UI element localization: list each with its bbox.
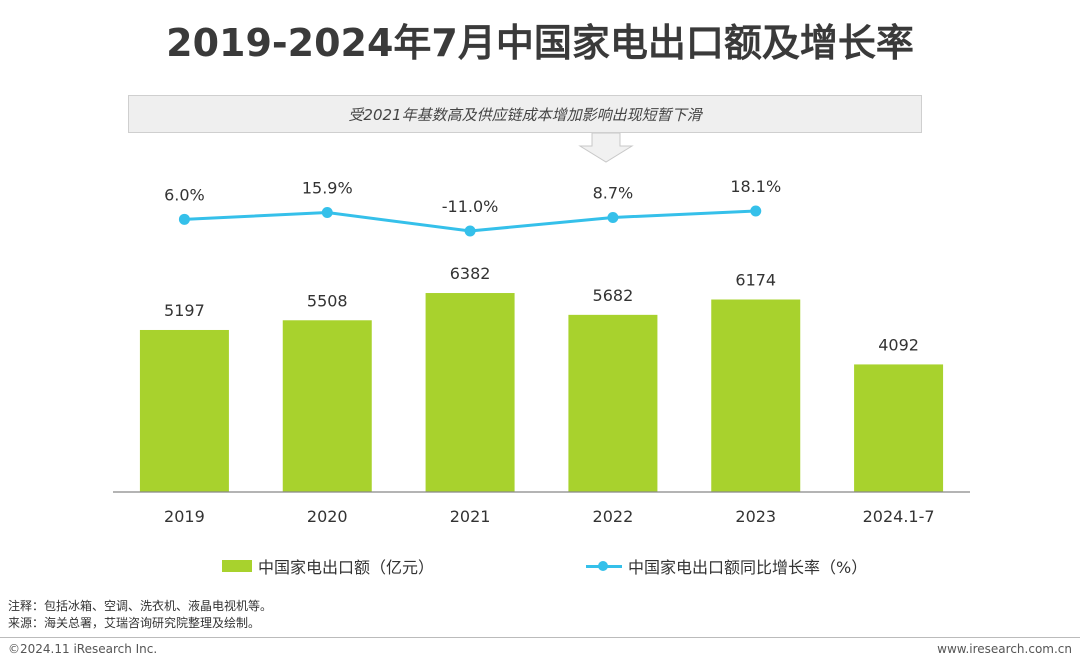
chart-title: 2019-2024年7月中国家电出口额及增长率 [166,21,914,65]
bar-value-label: 5682 [593,286,634,305]
growth-rate-label: 8.7% [593,183,634,202]
x-tick-label: 2023 [735,507,776,526]
bar-2021 [425,293,515,492]
legend-bar-swatch [222,560,252,572]
growth-rate-point [464,225,476,237]
growth-rate-label: 15.9% [302,179,353,198]
footer-copyright: ©2024.11 iResearch Inc. [8,642,158,656]
bar-2022 [568,314,658,492]
growth-rate-label: -11.0% [442,197,499,216]
bar-2023 [711,299,801,492]
growth-rate-point [750,205,762,217]
x-tick-label: 2019 [164,507,205,526]
growth-rate-point [321,207,333,219]
bar-2019 [139,329,229,492]
bar-value-label: 5508 [307,291,348,310]
growth-rate-point [607,211,619,223]
annotation-text: 受2021年基数高及供应链成本增加影响出现短暂下滑 [348,105,702,124]
legend-item-line: 中国家电出口额同比增长率（%） [586,554,867,578]
down-arrow-icon [578,133,634,163]
bar-2024.1-7 [854,364,944,492]
annotation-banner: 受2021年基数高及供应链成本增加影响出现短暂下滑 [128,95,922,133]
note-text: 注释：包括冰箱、空调、洗衣机、液晶电视机等。 [8,599,273,613]
x-tick-label: 2024.1-7 [863,507,935,526]
legend-line-label: 中国家电出口额同比增长率（%） [628,558,868,577]
footer-website: www.iresearch.com.cn [937,642,1072,656]
x-tick-label: 2021 [450,507,491,526]
footer-divider [0,637,1080,638]
notes: 注释：包括冰箱、空调、洗衣机、液晶电视机等。 来源：海关总署，艾瑞咨询研究院整理… [8,598,272,632]
bar-value-label: 6382 [450,264,491,283]
source-text: 来源：海关总署，艾瑞咨询研究院整理及绘制。 [8,616,261,630]
legend-item-bar: 中国家电出口额（亿元） [222,554,434,578]
bar-value-label: 4092 [878,335,919,354]
legend-bar-label: 中国家电出口额（亿元） [258,558,435,577]
x-tick-label: 2020 [307,507,348,526]
bar-line-chart: 5197 2019 5508 2020 6382 2021 5682 2022 6174 2023… [113,177,970,526]
growth-rate-label: 18.1% [730,177,781,196]
growth-rate-point [178,213,190,225]
bar-2020 [282,320,372,492]
legend: 中国家电出口额（亿元） 中国家电出口额同比增长率（%） [0,552,1080,580]
growth-rate-label: 6.0% [164,185,205,204]
legend-line-swatch [586,560,622,572]
bar-value-label: 6174 [735,271,776,290]
bar-value-label: 5197 [164,301,205,320]
x-tick-label: 2022 [593,507,634,526]
